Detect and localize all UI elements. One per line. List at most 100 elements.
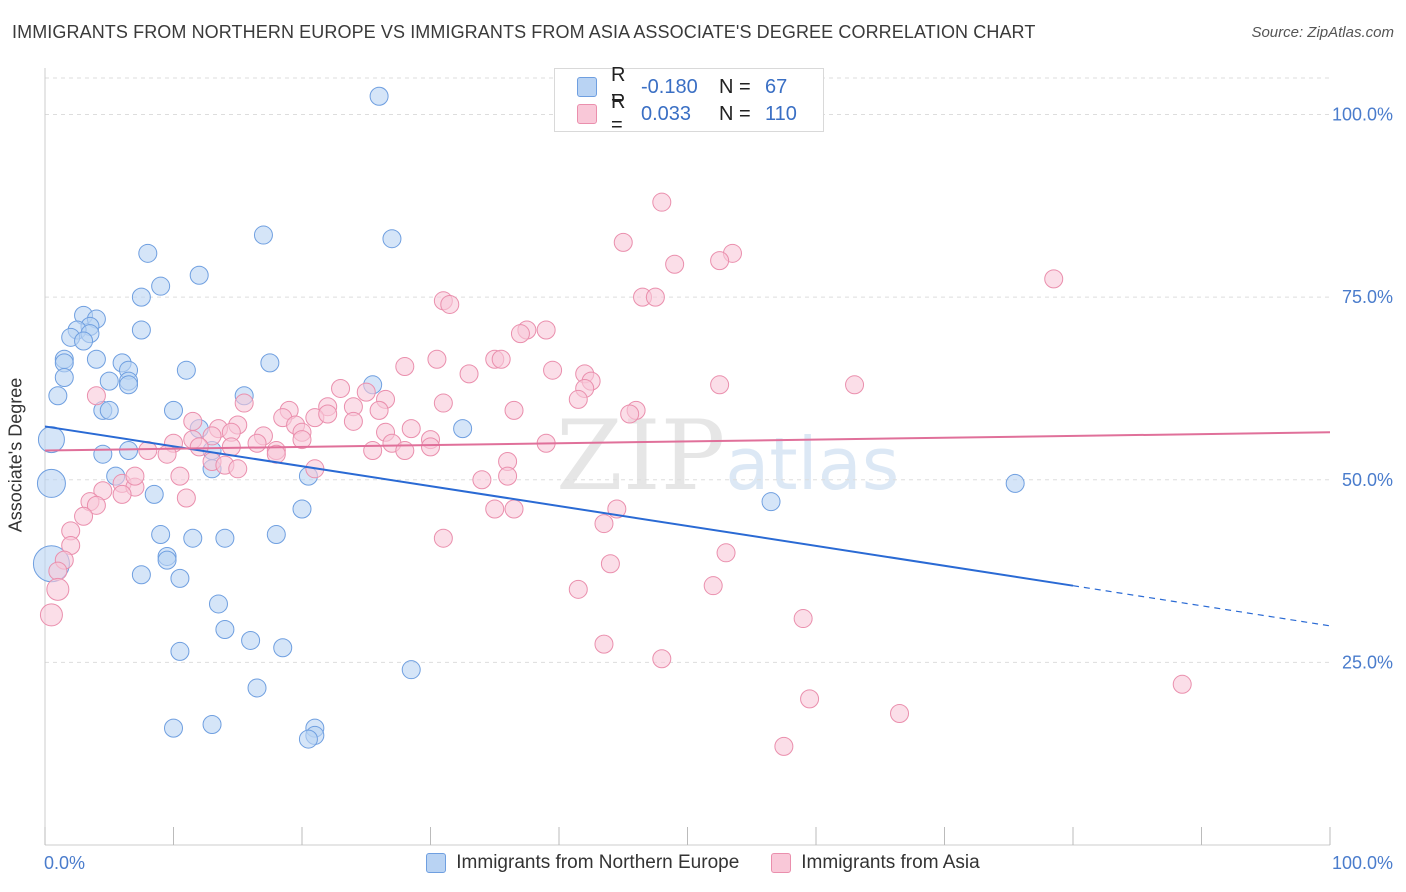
point-northern-europe	[164, 400, 183, 420]
point-asia	[125, 466, 145, 486]
legend-swatch-pink	[577, 104, 597, 124]
legend-swatch-pink	[771, 853, 792, 873]
point-asia	[421, 437, 440, 457]
point-northern-europe	[183, 528, 203, 548]
point-northern-europe	[1005, 473, 1025, 493]
point-asia	[510, 324, 530, 344]
point-asia	[189, 437, 209, 457]
point-asia	[202, 426, 222, 446]
point-northern-europe	[99, 400, 119, 420]
point-asia	[459, 364, 479, 384]
point-northern-europe	[215, 528, 235, 548]
point-asia	[401, 419, 421, 439]
point-asia	[427, 349, 447, 369]
point-asia	[716, 543, 736, 563]
y-tick-label: 75.0%	[1342, 287, 1393, 307]
point-asia	[800, 689, 820, 709]
point-asia	[485, 499, 505, 519]
n-value: 110	[765, 102, 797, 125]
point-asia	[183, 411, 203, 431]
point-northern-europe	[37, 426, 65, 454]
n-label: N =	[719, 75, 751, 98]
chart-title: IMMIGRANTS FROM NORTHERN EUROPE VS IMMIG…	[12, 22, 1036, 42]
legend-swatch-blue	[426, 853, 447, 873]
point-asia	[665, 254, 685, 274]
point-northern-europe	[170, 568, 190, 588]
point-northern-europe	[36, 468, 66, 498]
point-northern-europe	[176, 360, 196, 380]
point-asia	[491, 349, 511, 369]
point-northern-europe	[164, 718, 183, 738]
point-northern-europe	[170, 641, 190, 661]
trendline-northern-europe-extension	[1072, 585, 1331, 627]
point-asia	[543, 360, 563, 380]
point-northern-europe	[369, 86, 389, 106]
point-asia	[710, 251, 730, 271]
legend-label: Immigrants from Northern Europe	[456, 852, 740, 873]
r-label: R =	[611, 64, 626, 109]
point-asia	[369, 400, 389, 420]
point-asia	[247, 433, 267, 453]
point-northern-europe	[151, 276, 171, 296]
point-northern-europe	[189, 265, 209, 285]
point-asia	[318, 404, 338, 424]
point-asia	[228, 459, 248, 479]
point-northern-europe	[761, 492, 781, 512]
point-asia	[1172, 674, 1192, 694]
point-northern-europe	[453, 419, 473, 439]
point-asia	[440, 294, 460, 314]
point-northern-europe	[99, 371, 119, 391]
point-asia	[86, 495, 106, 515]
point-northern-europe	[260, 353, 280, 373]
point-asia	[176, 488, 196, 508]
point-northern-europe	[86, 349, 106, 369]
point-asia	[170, 466, 190, 486]
point-northern-europe	[208, 594, 228, 614]
point-northern-europe	[266, 525, 286, 545]
point-northern-europe	[241, 630, 261, 650]
point-asia	[793, 609, 813, 629]
point-asia	[890, 704, 910, 724]
point-asia	[48, 561, 68, 581]
point-asia	[594, 634, 614, 654]
x-tick-label: 0.0%	[44, 853, 85, 873]
point-asia	[234, 393, 254, 413]
correlation-legend: R = -0.180 N = 67 R = 0.033 N = 110	[554, 64, 824, 136]
legend-row-asia: R = 0.033 N = 110	[577, 91, 797, 136]
legend-item-asia[interactable]: Immigrants from Asia	[771, 852, 980, 874]
point-asia	[568, 389, 588, 409]
point-asia	[356, 382, 376, 402]
point-northern-europe	[292, 499, 312, 519]
n-label: N =	[719, 102, 751, 125]
point-northern-europe	[93, 444, 113, 464]
point-northern-europe	[119, 375, 139, 395]
point-northern-europe	[144, 484, 164, 504]
point-asia	[86, 386, 106, 406]
point-asia	[594, 514, 614, 534]
point-asia	[568, 579, 588, 599]
y-tick-label: 100.0%	[1332, 105, 1393, 125]
point-asia	[292, 430, 312, 450]
point-asia	[74, 506, 94, 526]
y-tick-label: 25.0%	[1342, 652, 1393, 672]
watermark-atlas: atlas	[725, 422, 900, 506]
point-northern-europe	[54, 367, 74, 387]
point-asia	[1044, 269, 1064, 289]
r-value: 0.033	[641, 102, 692, 125]
legend-swatch-blue	[577, 77, 597, 97]
point-asia	[433, 393, 453, 413]
legend-item-northern-europe[interactable]: Immigrants from Northern Europe	[426, 852, 739, 874]
point-asia	[39, 603, 63, 627]
point-asia	[845, 375, 865, 395]
point-northern-europe	[298, 729, 318, 749]
series-legend: Immigrants from Northern Europe Immigran…	[0, 852, 1406, 874]
trendline-northern-europe	[44, 425, 1074, 587]
point-asia	[395, 357, 415, 377]
point-northern-europe	[273, 638, 293, 658]
point-northern-europe	[131, 320, 151, 340]
point-asia	[703, 576, 723, 596]
point-asia	[774, 736, 794, 756]
point-asia	[600, 554, 620, 574]
point-asia	[652, 192, 672, 212]
